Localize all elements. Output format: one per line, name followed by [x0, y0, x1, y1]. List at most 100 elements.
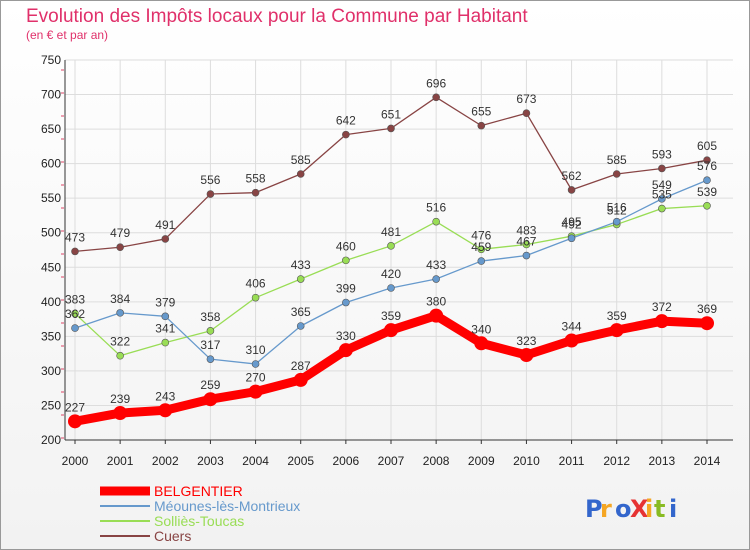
logo-letter: i [669, 495, 677, 523]
data-point [387, 242, 395, 250]
data-label: 558 [246, 172, 266, 186]
logo-letter: i [645, 495, 653, 523]
data-label: 287 [291, 359, 311, 373]
data-point [522, 251, 531, 260]
data-label: 562 [562, 169, 582, 183]
legend-label: Cuers [154, 528, 191, 544]
data-label: 642 [336, 114, 356, 128]
data-label: 369 [697, 302, 717, 316]
y-tick-label: 250 [41, 398, 61, 412]
data-label: 696 [426, 76, 446, 90]
data-point [113, 406, 128, 421]
x-tick-label: 2012 [603, 454, 630, 468]
data-label: 516 [426, 201, 446, 215]
data-label: 380 [426, 295, 446, 309]
data-label: 270 [246, 371, 266, 385]
x-tick-label: 2003 [197, 454, 224, 468]
data-label: 227 [65, 400, 85, 414]
data-point [519, 348, 534, 363]
data-point [206, 327, 215, 335]
legend-label: BELGENTIER [154, 483, 243, 499]
data-label: 362 [65, 307, 85, 321]
x-tick-label: 2000 [62, 454, 89, 468]
series-lines [68, 93, 714, 429]
data-point [564, 333, 579, 348]
data-point [432, 217, 440, 226]
data-point [251, 188, 260, 197]
data-point [658, 195, 666, 203]
data-label: 585 [291, 153, 311, 167]
data-label: 330 [336, 329, 356, 343]
data-label: 479 [110, 226, 130, 240]
data-point [387, 284, 395, 292]
y-tick-label: 200 [41, 433, 61, 447]
y-tick-label: 300 [41, 364, 61, 378]
data-label: 340 [471, 322, 491, 336]
data-point [68, 414, 82, 429]
data-point [251, 293, 260, 302]
data-label: 372 [652, 300, 672, 314]
data-point [658, 204, 666, 213]
data-label: 344 [562, 320, 582, 334]
data-point [567, 234, 576, 243]
data-point [71, 309, 79, 318]
data-label: 481 [381, 225, 401, 239]
data-point [342, 130, 350, 139]
data-point [429, 308, 444, 323]
data-label: 365 [291, 305, 311, 319]
data-point [296, 170, 305, 178]
x-tick-label: 2011 [559, 454, 585, 468]
data-label: 341 [155, 322, 175, 336]
y-tick-label: 550 [41, 191, 61, 205]
data-label: 673 [516, 92, 536, 106]
legend: BELGENTIERMéounes-lès-MontrieuxSolliès-T… [100, 483, 300, 544]
data-point [251, 360, 260, 368]
logo-letter: o [615, 495, 632, 523]
data-label: 492 [562, 217, 582, 231]
data-label: 516 [607, 201, 627, 215]
data-point [161, 312, 170, 321]
y-tick-label: 700 [41, 88, 61, 102]
y-tick-label: 400 [41, 295, 61, 309]
data-point [387, 124, 395, 133]
data-point [116, 243, 124, 252]
data-point [522, 240, 531, 249]
x-tick-label: 2002 [152, 454, 179, 468]
data-point [161, 338, 170, 347]
data-label: 384 [110, 292, 130, 306]
y-tick-label: 600 [41, 157, 61, 171]
x-tick-label: 2001 [107, 454, 134, 468]
y-tick-label: 450 [41, 260, 61, 274]
x-tick-label: 2005 [287, 454, 314, 468]
data-point [477, 245, 486, 254]
data-point [522, 109, 531, 117]
data-label: 379 [155, 295, 175, 309]
x-tick-label: 2009 [468, 454, 495, 468]
data-label: 491 [155, 218, 175, 232]
y-tick-label: 500 [41, 226, 61, 240]
data-label: 359 [381, 309, 401, 323]
x-tick-label: 2013 [649, 454, 676, 468]
chart-title: Evolution des Impôts locaux pour la Comm… [26, 6, 528, 27]
data-label: 406 [246, 277, 266, 291]
data-label: 512 [607, 203, 627, 217]
data-label: 243 [155, 389, 175, 403]
data-point [609, 323, 624, 338]
data-point [477, 257, 486, 265]
data-point [116, 351, 124, 360]
data-point [71, 324, 79, 332]
data-label: 651 [381, 107, 401, 121]
x-tick-label: 2004 [242, 454, 269, 468]
data-label: 323 [516, 334, 536, 348]
legend-label: Méounes-lès-Montrieux [154, 498, 300, 514]
data-point [432, 275, 440, 283]
y-tick-label: 750 [41, 53, 61, 67]
data-label: 593 [652, 147, 672, 161]
data-point [296, 275, 305, 283]
x-tick-label: 2008 [423, 454, 450, 468]
data-label: 359 [607, 309, 627, 323]
logo-letter: r [600, 495, 612, 523]
data-label: 495 [562, 215, 582, 229]
legend-label: Solliès-Toucas [154, 513, 244, 529]
